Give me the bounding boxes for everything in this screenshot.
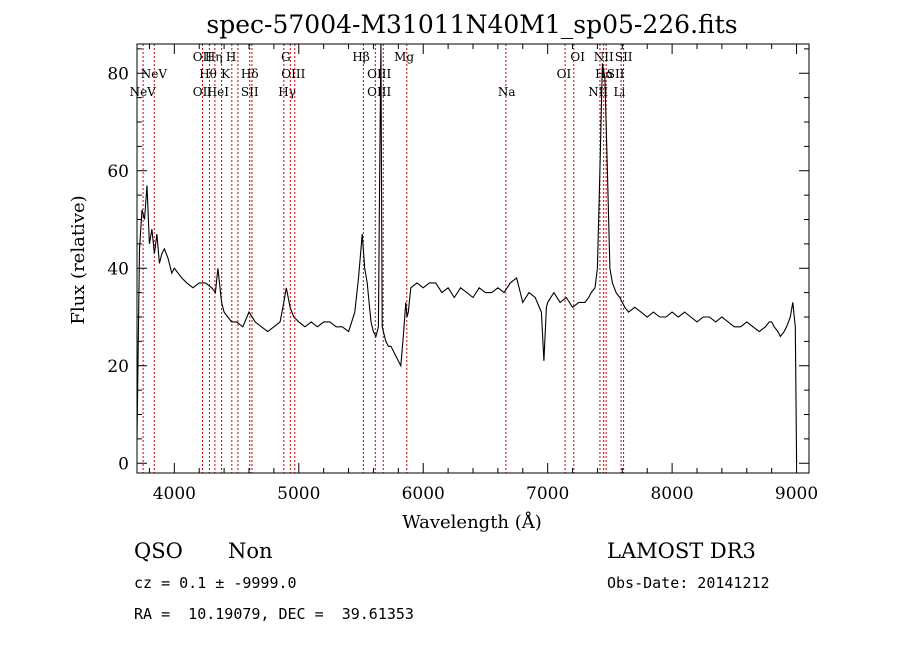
- line-label: Hβ: [352, 50, 369, 64]
- chart-title: spec-57004-M31011N40M1_sp05-226.fits: [206, 10, 737, 39]
- line-label: SII: [615, 50, 633, 64]
- y-tick-label: 60: [107, 162, 129, 182]
- y-axis: 0 20 40 60 80: [107, 48, 809, 474]
- line-label: SII: [241, 85, 259, 99]
- line-label: G: [281, 50, 291, 64]
- line-label: Na: [498, 85, 516, 99]
- y-axis-label: Flux (relative): [68, 195, 89, 324]
- line-label: Hθ: [199, 67, 217, 81]
- spectrum-series-line: [136, 43, 798, 464]
- line-label: OIII: [367, 67, 391, 81]
- x-tick-label: 6000: [402, 484, 445, 504]
- line-label: NII: [594, 50, 614, 64]
- x-tick-label: 8000: [650, 484, 693, 504]
- object-subclass: Non: [228, 539, 273, 563]
- x-tick-label: 4000: [153, 484, 196, 504]
- object-class: QSO: [134, 539, 183, 563]
- line-label: Hγ: [278, 85, 296, 99]
- y-tick-label: 0: [118, 454, 129, 474]
- line-label: NII: [588, 85, 608, 99]
- line-label: NeV: [141, 67, 168, 81]
- y-tick-label: 40: [107, 259, 129, 279]
- x-axis-label: Wavelength (Å): [402, 511, 542, 533]
- line-label: SII: [607, 67, 625, 81]
- line-label: K: [221, 67, 231, 81]
- line-label: OIII: [281, 67, 305, 81]
- redshift-cz: cz = 0.1 ± -9999.0: [134, 574, 297, 592]
- line-label: OIII: [367, 85, 391, 99]
- line-label: Hη: [205, 50, 223, 64]
- y-tick-label: 20: [107, 357, 129, 377]
- ra-dec: RA = 10.19079, DEC = 39.61353: [134, 605, 414, 623]
- line-label: OII: [193, 85, 213, 99]
- line-label: OI: [557, 67, 572, 81]
- line-label: NeV: [130, 85, 157, 99]
- y-tick-label: 80: [107, 64, 129, 84]
- line-label: Hδ: [241, 67, 259, 81]
- line-label: HeI: [207, 85, 230, 99]
- line-label: Li: [613, 85, 625, 99]
- x-axis: 4000 5000 6000 7000 8000 9000: [148, 44, 818, 504]
- x-tick-label: 9000: [775, 484, 818, 504]
- line-label: OI: [570, 50, 585, 64]
- line-label: OII: [193, 50, 213, 64]
- line-label: H: [226, 50, 236, 64]
- obs-date: Obs-Date: 20141212: [607, 574, 770, 592]
- x-tick-label: 5000: [277, 484, 320, 504]
- survey-name: LAMOST DR3: [607, 539, 756, 563]
- line-label: Mg: [394, 50, 414, 64]
- line-markers-layer: [142, 44, 625, 473]
- x-tick-label: 7000: [526, 484, 569, 504]
